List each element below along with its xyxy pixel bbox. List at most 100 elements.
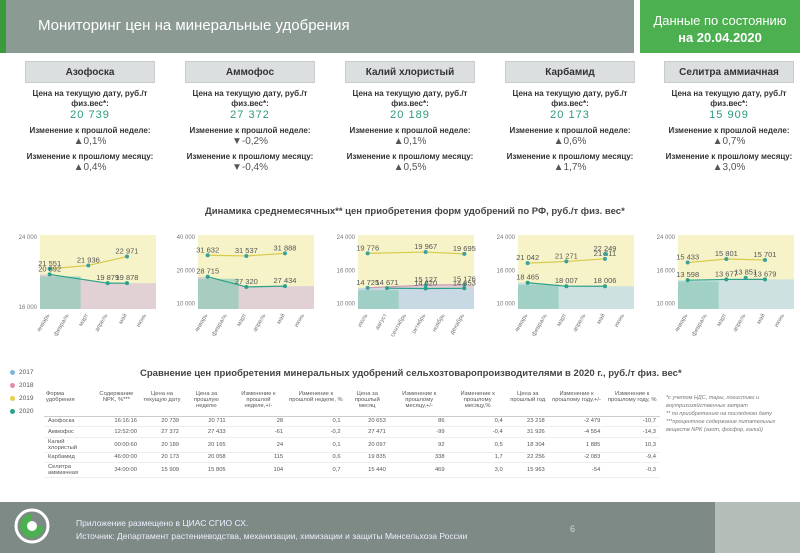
data-point[interactable] xyxy=(423,283,428,288)
data-point[interactable] xyxy=(205,274,210,279)
data-point[interactable] xyxy=(743,275,748,280)
data-point[interactable] xyxy=(283,251,287,256)
page-number: 6 xyxy=(570,524,576,534)
table-cell: -2 479 xyxy=(548,416,605,427)
y-tick-label: 16 000 xyxy=(337,268,356,274)
week-change: ▲0,1% xyxy=(73,136,107,147)
data-point[interactable] xyxy=(365,251,370,256)
price-label: Цена на текущую дату, руб./т физ.вес*: xyxy=(32,89,148,108)
column-header[interactable]: Форма удобрения xyxy=(44,390,92,417)
legend-item[interactable]: 2017 xyxy=(10,366,33,379)
table-cell: 31 926 xyxy=(506,426,549,438)
current-period-block xyxy=(198,278,239,309)
legend-item[interactable]: 2019 xyxy=(10,392,33,405)
data-point[interactable] xyxy=(564,284,569,289)
data-point[interactable] xyxy=(763,257,767,262)
data-point[interactable] xyxy=(603,256,607,261)
data-point[interactable] xyxy=(86,263,91,268)
x-tick-label: апрель xyxy=(252,313,267,333)
table-cell: 19 835 xyxy=(344,452,390,463)
legend-dot-icon xyxy=(10,370,15,375)
status-panel: Данные по состоянию на 20.04.2020 xyxy=(640,0,800,53)
data-point[interactable] xyxy=(724,277,729,282)
data-label: 22 249 xyxy=(594,244,617,253)
price-value: 20 189 xyxy=(390,109,430,121)
table-body: Азофоска 16:16:16 20 739 20 711 28 0,1 20 653 8… xyxy=(44,416,660,478)
table-cell: 20 739 xyxy=(140,416,184,427)
data-point[interactable] xyxy=(125,254,129,259)
card-name[interactable]: Селитра аммиачная xyxy=(664,61,794,83)
x-tick-label: май xyxy=(755,313,766,326)
data-label: 14 671 xyxy=(376,278,399,287)
data-point[interactable] xyxy=(423,250,428,255)
data-point[interactable] xyxy=(763,277,767,282)
data-point[interactable] xyxy=(423,286,428,291)
table-cell: 92 xyxy=(389,437,449,453)
column-header: Цена за прошлый год xyxy=(506,390,549,417)
week-label: Изменение к прошлой неделе: xyxy=(349,126,471,135)
data-point[interactable] xyxy=(125,281,129,286)
data-label: 21 936 xyxy=(77,255,100,264)
y-tick-label: 16 000 xyxy=(657,268,676,274)
current-period-block xyxy=(40,276,81,309)
data-point[interactable] xyxy=(47,266,52,271)
column-header: Изменение к прошлому месяцу,+/- xyxy=(389,390,449,417)
table-row: Азофоска 16:16:16 20 739 20 711 28 0,1 20 653 8… xyxy=(44,416,660,427)
y-tick-label: 10 000 xyxy=(657,302,676,308)
data-point[interactable] xyxy=(283,284,287,289)
table-cell: -2 083 xyxy=(548,452,605,463)
card-name[interactable]: Карбамид xyxy=(505,61,635,83)
data-point[interactable] xyxy=(525,280,530,285)
data-point[interactable] xyxy=(724,257,729,262)
table-cell: 0,4 xyxy=(448,416,507,427)
data-label: 19 967 xyxy=(414,242,437,251)
x-tick-label: февраль xyxy=(691,313,709,337)
data-point[interactable] xyxy=(462,282,467,287)
price-chart-2: 40 000 20 000 10 000 31 632 31 537 31 888 28 7… xyxy=(177,235,314,337)
data-point[interactable] xyxy=(105,281,110,286)
price-value: 15 909 xyxy=(709,109,749,121)
data-point[interactable] xyxy=(205,253,210,258)
card-name[interactable]: Азофоска xyxy=(25,61,155,83)
data-point[interactable] xyxy=(365,285,370,290)
column-header: Содержание NPK, %*** xyxy=(91,390,141,417)
data-point[interactable] xyxy=(603,251,607,256)
data-label: 31 632 xyxy=(196,245,219,254)
chart-legend: 2017 2018 2019 2020 xyxy=(10,366,33,418)
data-point[interactable] xyxy=(685,260,690,265)
x-tick-label: март xyxy=(78,313,90,328)
table-cell: -4 554 xyxy=(548,426,605,438)
data-label: 15 433 xyxy=(676,253,699,262)
legend-item[interactable]: 2020 xyxy=(10,405,33,418)
column-header: Изменение к прошлой неделе, % xyxy=(287,390,345,417)
data-label: 31 888 xyxy=(274,243,297,252)
data-point[interactable] xyxy=(244,253,249,258)
week-label: Изменение к прошлой неделе: xyxy=(29,126,151,135)
data-point[interactable] xyxy=(385,286,389,291)
data-point[interactable] xyxy=(525,261,530,266)
legend-item[interactable]: 2018 xyxy=(10,379,33,392)
month-label: Изменение к прошлому месяцу: xyxy=(26,152,154,161)
x-tick-label: май xyxy=(117,313,128,326)
card-name[interactable]: Аммофос xyxy=(185,61,315,83)
column-header: Цена за прошлый месяц xyxy=(344,390,390,417)
footer-line-2: Источник: Департамент растениеводства, м… xyxy=(76,531,468,541)
data-point[interactable] xyxy=(462,251,467,256)
y-tick-label: 24 000 xyxy=(497,235,516,241)
table-cell: -54 xyxy=(548,462,605,478)
data-point[interactable] xyxy=(47,272,52,277)
data-point[interactable] xyxy=(603,284,607,289)
data-point[interactable] xyxy=(685,278,690,283)
data-point[interactable] xyxy=(244,284,249,289)
data-label: 21 042 xyxy=(516,253,539,262)
column-header: Цена за прошлую неделю xyxy=(183,390,230,417)
table-cell: 22 256 xyxy=(506,452,549,463)
table-cell: 1 885 xyxy=(548,437,605,453)
data-point[interactable] xyxy=(564,259,569,264)
table-cell: -14,3 xyxy=(604,426,660,438)
table-cell: 16:16:16 xyxy=(91,416,141,427)
data-point[interactable] xyxy=(462,286,467,291)
card-name[interactable]: Калий хлористый xyxy=(345,61,475,83)
table-cell: -99 xyxy=(389,426,449,438)
week-change: ▲0,1% xyxy=(393,136,427,147)
